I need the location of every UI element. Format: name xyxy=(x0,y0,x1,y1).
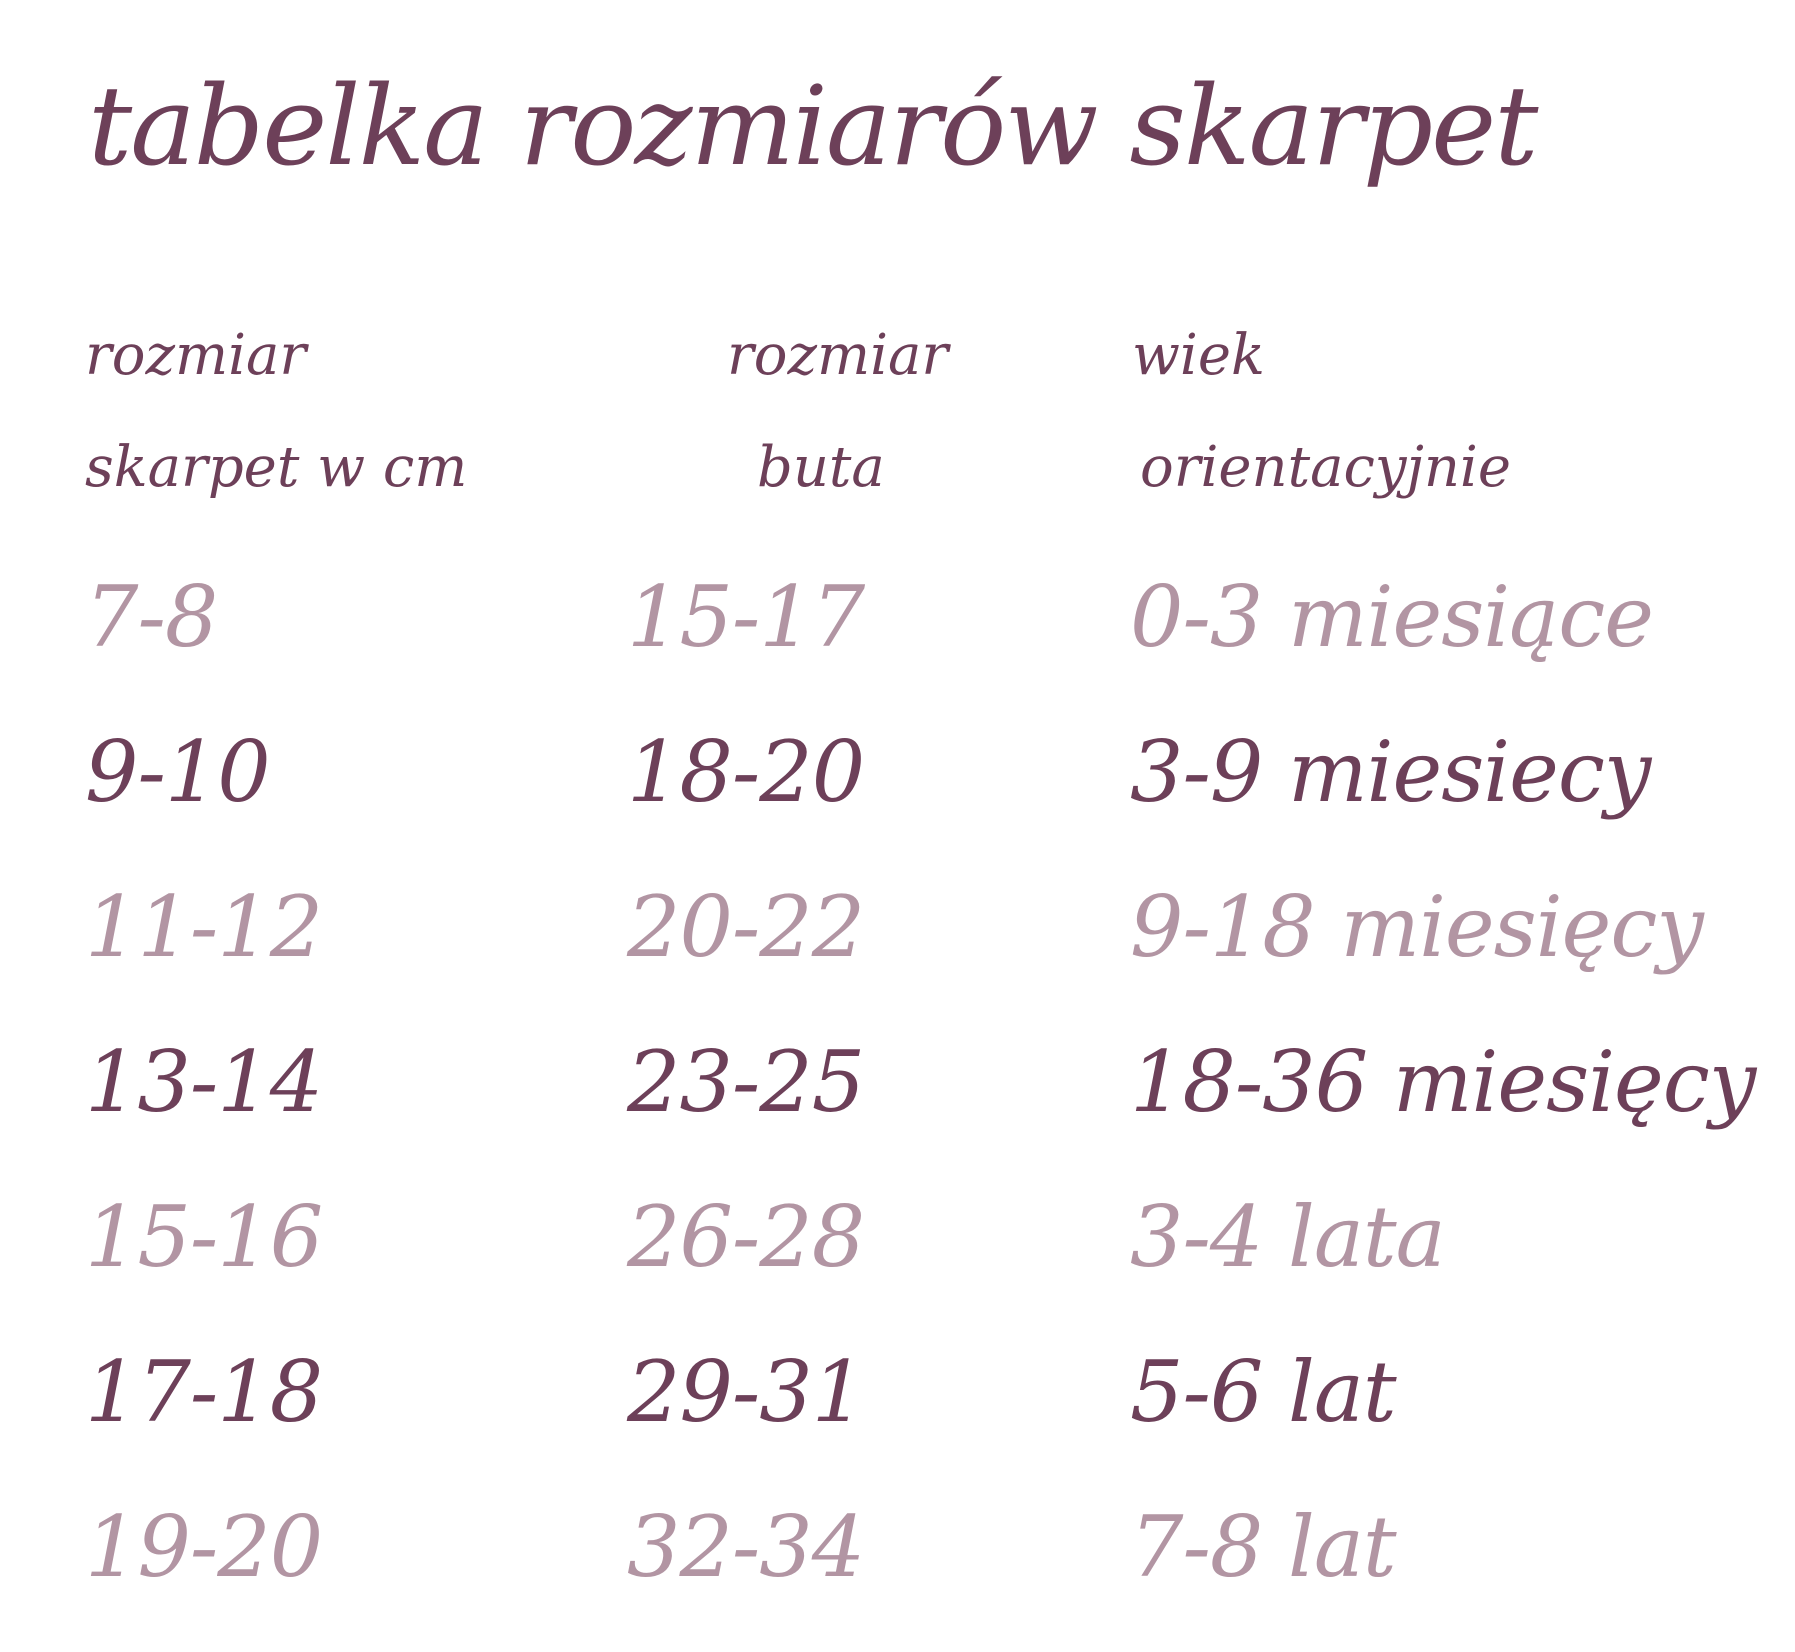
column-header-line: wiek xyxy=(1132,323,1265,388)
sock-size-cm-value: 17-18 xyxy=(85,1343,323,1441)
age-value: 18-36 miesięcy xyxy=(1130,1033,1756,1131)
column-header-age: wiek orientacyjnie xyxy=(1130,300,1765,524)
table-row: 7-8 15-17 0-3 miesiące xyxy=(85,540,1765,695)
sock-size-cm-value: 13-14 xyxy=(85,1033,323,1131)
column-header-sock-size: rozmiar skarpet w cm xyxy=(85,300,627,524)
table-row: 9-10 18-20 3-9 miesiecy xyxy=(85,695,1765,850)
table-rows: 7-8 15-17 0-3 miesiące 9-10 18-20 3-9 mi… xyxy=(85,540,1765,1625)
table-row: 15-16 26-28 3-4 lata xyxy=(85,1160,1765,1315)
age-value: 9-18 miesięcy xyxy=(1130,878,1704,976)
column-header-line: rozmiar xyxy=(85,323,307,388)
table-row: 13-14 23-25 18-36 miesięcy xyxy=(85,1005,1765,1160)
sock-size-cm-value: 9-10 xyxy=(85,723,271,821)
shoe-size-value: 15-17 xyxy=(627,568,865,666)
table-row: 19-20 32-34 7-8 lat xyxy=(85,1470,1765,1625)
shoe-size-value: 29-31 xyxy=(627,1343,865,1441)
age-value: 5-6 lat xyxy=(1130,1343,1397,1441)
sock-size-cm-value: 7-8 xyxy=(85,568,218,666)
sock-size-cm-value: 15-16 xyxy=(85,1188,323,1286)
column-header-line: orientacyjnie xyxy=(1140,435,1511,500)
table-row: 11-12 20-22 9-18 miesięcy xyxy=(85,850,1765,1005)
shoe-size-value: 20-22 xyxy=(627,878,865,976)
table-row: 17-18 29-31 5-6 lat xyxy=(85,1315,1765,1470)
age-value: 3-4 lata xyxy=(1130,1188,1446,1286)
column-header-line: skarpet w cm xyxy=(85,435,468,500)
age-value: 0-3 miesiące xyxy=(1130,568,1654,666)
shoe-size-value: 26-28 xyxy=(627,1188,865,1286)
age-value: 7-8 lat xyxy=(1130,1498,1397,1596)
sock-size-cm-value: 11-12 xyxy=(85,878,323,976)
table-header: rozmiar skarpet w cm rozmiar buta wiek o… xyxy=(85,300,1765,524)
column-header-line: buta xyxy=(757,435,885,500)
sock-size-cm-value: 19-20 xyxy=(85,1498,323,1596)
page-title: tabelka rozmiarów skarpet xyxy=(88,62,1538,190)
shoe-size-value: 23-25 xyxy=(627,1033,865,1131)
shoe-size-value: 18-20 xyxy=(627,723,865,821)
column-header-shoe-size: rozmiar buta xyxy=(627,300,1130,524)
column-header-line: rozmiar xyxy=(727,323,949,388)
age-value: 3-9 miesiecy xyxy=(1130,723,1651,821)
shoe-size-value: 32-34 xyxy=(627,1498,865,1596)
